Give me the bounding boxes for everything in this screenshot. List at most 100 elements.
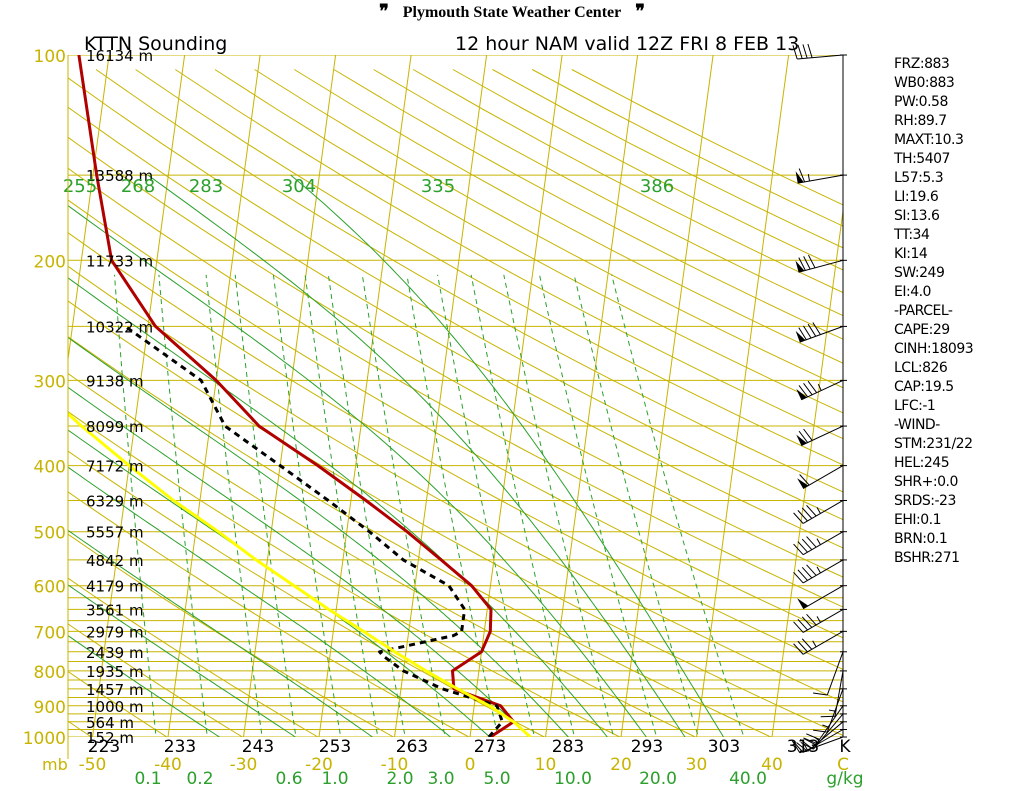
isotherm-line — [545, 55, 639, 737]
pennant-icon: ❞ — [379, 1, 389, 21]
mixing-ratio-unit-label: g/kg — [826, 769, 863, 789]
height-label: 9138 m — [86, 372, 144, 390]
dry-adiabat-line — [0, 70, 37, 752]
wind-barb — [793, 608, 847, 633]
dry-adiabat-line — [68, 265, 843, 703]
index-row: FRZ:883 — [894, 56, 950, 72]
mixing-ratio-line — [234, 274, 297, 737]
height-label: 2439 m — [86, 644, 144, 662]
index-row: SHR+:0.0 — [894, 474, 958, 490]
dry-adiabat-line — [68, 106, 843, 549]
index-row: LFC:-1 — [894, 398, 936, 414]
dry-adiabat-line — [68, 77, 843, 521]
temperature-tick-label: 0 — [465, 755, 476, 775]
isotherm-line — [68, 55, 110, 364]
mixing-ratio-tick-label: 0.2 — [186, 769, 213, 789]
wind-barb — [793, 559, 847, 584]
index-row: LI:19.6 — [894, 189, 939, 205]
isotherm-line — [167, 55, 261, 737]
pressure-tick-label: 800 — [34, 663, 66, 683]
moist-adiabat-line — [290, 174, 725, 737]
mixing-ratio-line — [406, 274, 499, 737]
mixing-ratio-line — [503, 274, 615, 737]
dry-adiabat-line — [68, 199, 843, 639]
dry-adiabat-line — [95, 69, 843, 493]
pressure-unit-label: mb — [42, 755, 68, 774]
temperature-tick-label: -40 — [154, 755, 182, 775]
mixing-ratio-line — [470, 274, 576, 737]
theta-e-label: 386 — [640, 176, 674, 197]
dewpoint-curve — [124, 325, 504, 737]
temperature-curve — [77, 55, 516, 737]
dry-adiabat-line — [68, 450, 546, 737]
mixing-ratio-tick-label: 2.0 — [386, 769, 413, 789]
grid-lines — [0, 55, 843, 752]
index-row: WB0:883 — [894, 75, 955, 91]
index-row: SRDS:-23 — [894, 493, 956, 509]
height-label: 7172 m — [86, 458, 144, 476]
theta-e-label: 283 — [189, 176, 223, 197]
mixing-ratio-line — [114, 274, 157, 737]
mixing-ratio-line — [361, 274, 446, 737]
height-label: 1457 m — [86, 681, 144, 699]
index-row: LCL:826 — [894, 360, 948, 376]
isotherm-line — [771, 207, 843, 737]
index-row: TT:34 — [894, 227, 930, 243]
index-row: STM:231/22 — [894, 436, 973, 452]
isotherm-line — [696, 55, 790, 737]
mixing-ratio-line — [205, 274, 263, 737]
isotherm-line — [318, 55, 412, 737]
dry-adiabat-line — [68, 336, 773, 737]
isotherm-line — [92, 55, 186, 737]
isotherm-line — [620, 55, 714, 737]
height-label: 2979 m — [86, 623, 144, 641]
height-label: 152 m — [86, 729, 134, 747]
temperature-tick-label: -10 — [381, 755, 409, 775]
theta-e-label: 304 — [282, 176, 316, 197]
moist-adiabat-line — [147, 174, 686, 737]
dry-adiabat-line — [68, 300, 843, 737]
height-label: 13588 m — [86, 167, 153, 185]
index-row: MAXT:10.3 — [894, 132, 964, 148]
theta-tick-label: 263 — [396, 737, 428, 757]
wind-barb — [813, 688, 847, 733]
height-label: 4842 m — [86, 552, 144, 570]
temperature-tick-label: 40 — [761, 755, 783, 775]
theta-tick-label: 243 — [242, 737, 274, 757]
mixing-ratio-tick-label: 0.6 — [275, 769, 302, 789]
pressure-tick-label: 300 — [34, 372, 66, 392]
theta-tick-label: 273 — [474, 737, 506, 757]
mixing-ratio-tick-label: 0.1 — [134, 769, 161, 789]
temperature-tick-label: 10 — [535, 755, 557, 775]
mixing-ratio-line — [327, 274, 406, 737]
wind-barb — [796, 379, 847, 401]
theta-tick-label: 233 — [164, 737, 196, 757]
mixing-ratio-tick-label: 1.0 — [321, 769, 348, 789]
theta-unit-label: K — [839, 737, 851, 757]
wind-barbs — [791, 43, 847, 754]
height-label: 5557 m — [86, 524, 144, 542]
pressure-tick-label: 200 — [34, 252, 66, 272]
theta-tick-label: 253 — [319, 737, 351, 757]
moist-adiabat-line — [68, 466, 452, 737]
index-row: HEL:245 — [894, 455, 950, 471]
pressure-tick-label: 600 — [34, 578, 66, 598]
height-label: 16134 m — [86, 47, 153, 65]
pressure-tick-label: 900 — [34, 698, 66, 718]
pennant-icon: ❞ — [635, 1, 645, 21]
temperature-tick-label: -50 — [79, 755, 107, 775]
temperature-tick-label: 30 — [686, 755, 708, 775]
valid-title: 12 hour NAM valid 12Z FRI 8 FEB 13 — [455, 33, 799, 55]
page-title: Plymouth State Weather Center — [402, 4, 622, 21]
dry-adiabat-line — [214, 69, 843, 414]
theta-tick-label: 303 — [708, 737, 740, 757]
index-row: SW:249 — [894, 265, 945, 281]
mixing-ratio-tick-label: 40.0 — [729, 769, 767, 789]
wind-barb — [792, 43, 847, 60]
index-row: CINH:18093 — [894, 341, 974, 357]
dry-adiabat-line — [68, 623, 244, 737]
height-label: 3561 m — [86, 601, 144, 619]
dry-adiabat-line — [68, 167, 843, 608]
dry-adiabat-line — [68, 136, 843, 578]
